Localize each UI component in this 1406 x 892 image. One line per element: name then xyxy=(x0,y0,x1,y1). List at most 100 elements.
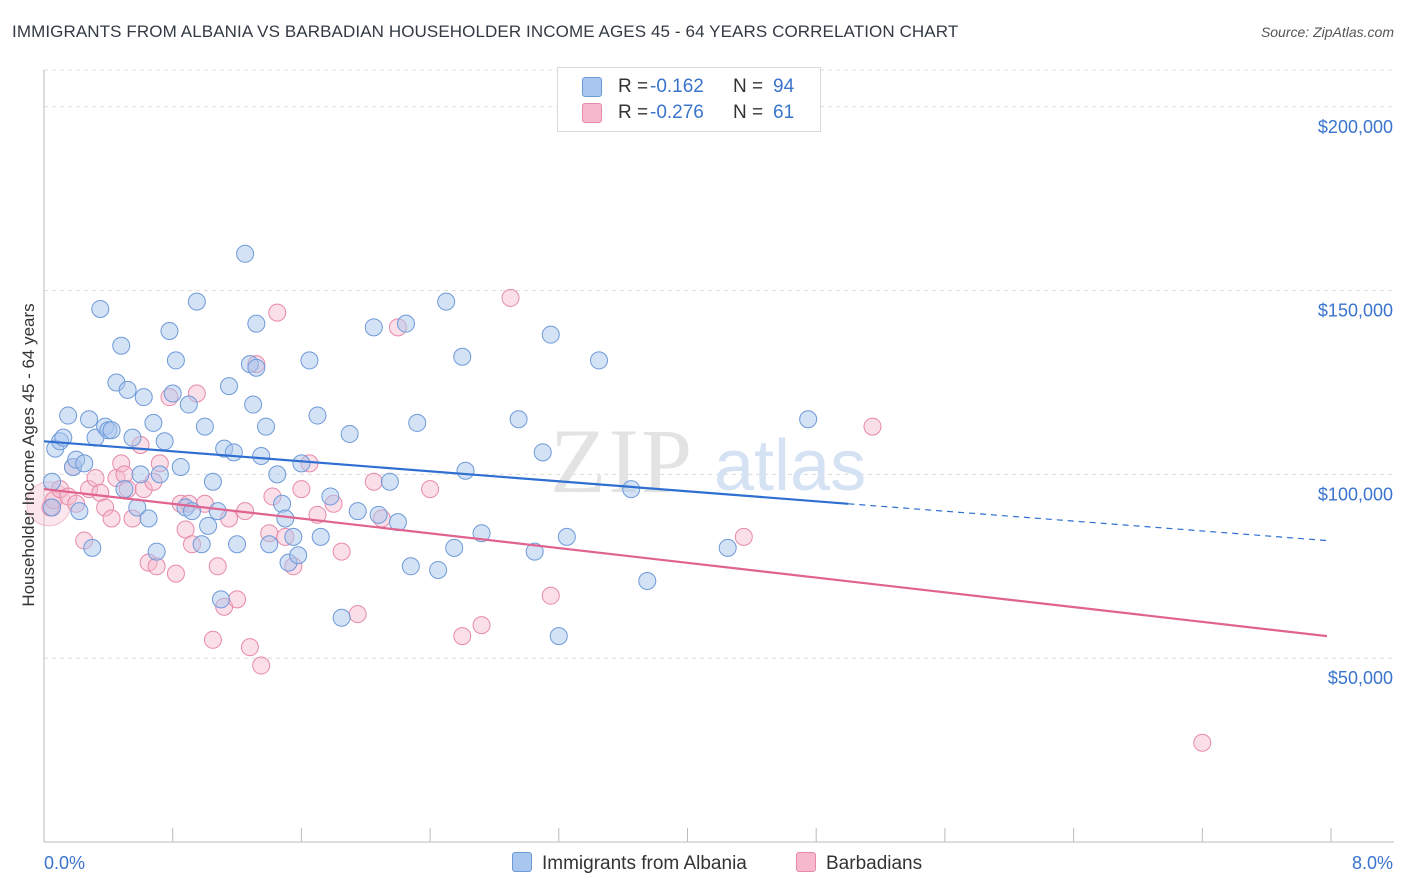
albania-point xyxy=(166,351,185,370)
albania-point xyxy=(252,447,271,465)
tick-labels: $50,000 $100,000 $150,000 $200,000 0.0% 8.0% xyxy=(44,117,1393,873)
albania-point xyxy=(445,538,464,557)
albania-point xyxy=(437,292,456,311)
albania-point xyxy=(340,424,359,443)
barbadians-point xyxy=(421,480,440,499)
albania-points xyxy=(43,244,818,646)
albania-point xyxy=(557,527,576,546)
albania-point xyxy=(211,590,230,609)
albania-point xyxy=(509,410,528,429)
albania-point xyxy=(380,472,399,491)
legend-n-label: N = xyxy=(733,102,764,123)
albania-point xyxy=(150,465,169,484)
albania-point xyxy=(260,535,279,554)
legend-r-value: -0.162 xyxy=(650,76,704,97)
albania-point xyxy=(236,244,255,263)
bottom-legend-swatch-barbadians xyxy=(796,852,816,872)
y-tick-label: $50,000 xyxy=(1328,668,1393,688)
albania-point xyxy=(147,542,166,561)
barbadians-point xyxy=(501,288,520,307)
albania-point xyxy=(799,410,818,429)
albania-point xyxy=(472,524,491,543)
albania-point xyxy=(83,538,102,557)
albania-point xyxy=(300,351,319,370)
barbadians-trend-line xyxy=(43,487,1328,638)
y-tick-label: $100,000 xyxy=(1318,484,1393,504)
barbadians-point xyxy=(112,454,131,473)
albania-point xyxy=(224,443,243,462)
albania-point xyxy=(59,406,78,425)
barbadians-point xyxy=(292,480,311,499)
y-tick-label: $200,000 xyxy=(1318,117,1393,137)
albania-point xyxy=(396,314,415,333)
axes xyxy=(43,70,1394,843)
albania-point xyxy=(112,336,131,355)
legend-r-label: R = xyxy=(618,102,649,123)
albania-point xyxy=(199,516,218,535)
bottom-legend-label-barbadians: Barbadians xyxy=(826,853,923,874)
barbadians-point xyxy=(453,627,472,646)
albania-point xyxy=(144,413,163,432)
watermark-zip: ZIP xyxy=(550,410,694,512)
albania-point xyxy=(123,428,142,447)
albania-point xyxy=(348,502,367,521)
albania-point xyxy=(308,406,327,425)
bottom-legend-label-albania: Immigrants from Albania xyxy=(542,853,747,874)
albania-trend-extension xyxy=(848,503,1328,542)
albania-point xyxy=(43,472,62,491)
albania-point xyxy=(115,480,134,499)
albania-point xyxy=(541,325,560,344)
albania-point xyxy=(638,571,657,590)
barbadians-point xyxy=(364,472,383,491)
albania-point xyxy=(80,410,99,429)
bottom-legend-barbadians: Barbadians xyxy=(796,852,922,875)
albania-point xyxy=(292,454,311,473)
barbadians-point xyxy=(268,303,287,322)
albania-point xyxy=(75,454,94,473)
albania-point xyxy=(284,527,303,546)
albania-point xyxy=(228,535,247,554)
barbadians-point xyxy=(348,605,367,624)
chart-title: IMMIGRANTS FROM ALBANIA VS BARBADIAN HOU… xyxy=(12,22,959,41)
legend-n-value: 61 xyxy=(773,102,795,123)
albania-point xyxy=(208,502,227,521)
barbadians-point xyxy=(1193,733,1212,752)
albania-point xyxy=(401,557,420,576)
albania-point xyxy=(369,505,388,524)
barbadians-point xyxy=(228,590,247,609)
barbadians-point xyxy=(208,557,227,576)
albania-point xyxy=(102,421,121,440)
legend-n-label: N = xyxy=(733,76,764,97)
albania-point xyxy=(163,384,182,403)
albania-point xyxy=(131,465,150,484)
albania-point xyxy=(179,395,198,414)
albania-point xyxy=(622,480,641,499)
barbadians-point xyxy=(102,509,121,528)
albania-point xyxy=(91,299,110,318)
albania-point xyxy=(244,395,263,414)
albania-point xyxy=(118,380,137,399)
y-tick-label: $150,000 xyxy=(1318,301,1393,321)
albania-point xyxy=(533,443,552,462)
albania-point xyxy=(192,535,211,554)
albania-point xyxy=(273,494,292,513)
albania-point xyxy=(408,413,427,432)
watermark: ZIP atlas xyxy=(550,410,866,512)
albania-point xyxy=(134,388,153,407)
albania-point xyxy=(268,465,287,484)
barbadians-point xyxy=(734,527,753,546)
legend-swatch-albania xyxy=(582,77,602,97)
albania-point xyxy=(70,502,89,521)
barbadians-point xyxy=(863,417,882,436)
barbadians-point xyxy=(166,564,185,583)
legend-row-barbadians: R = -0.276 N = 61 xyxy=(558,102,820,128)
albania-point xyxy=(718,538,737,557)
x-tick-label: 8.0% xyxy=(1352,853,1393,873)
barbadians-point xyxy=(203,630,222,649)
legend: R = -0.162 N = 94 R = -0.276 N = 61 xyxy=(557,67,821,132)
barbadians-point xyxy=(252,656,271,675)
albania-point xyxy=(247,358,266,377)
albania-point xyxy=(364,318,383,337)
albania-point xyxy=(289,546,308,565)
